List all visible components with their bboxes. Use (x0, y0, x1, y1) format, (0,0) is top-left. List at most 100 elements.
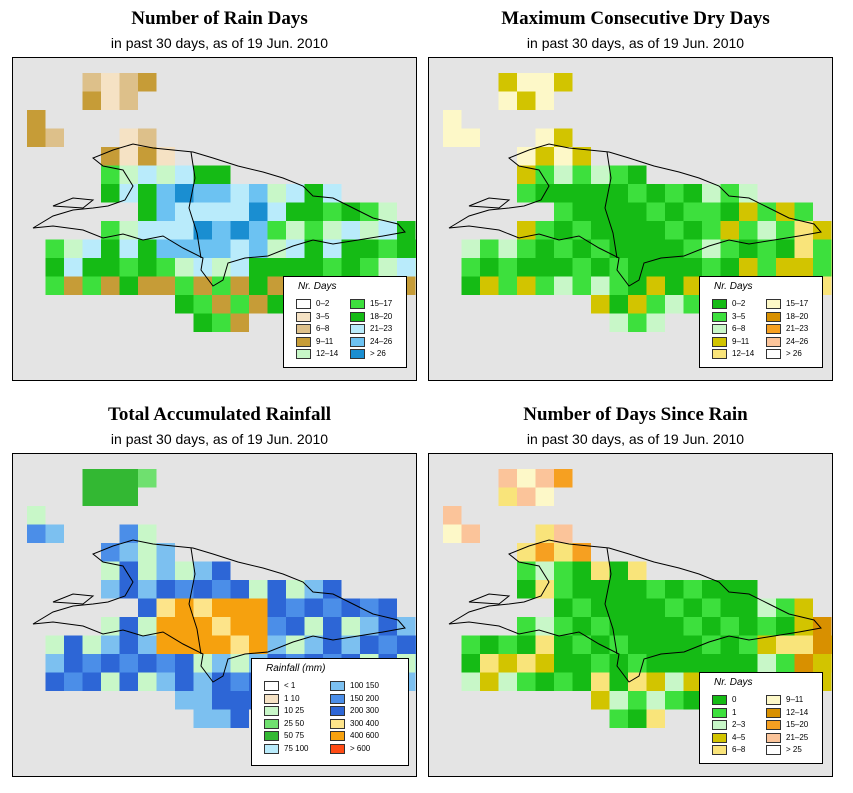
grid-cell (230, 617, 249, 636)
border-line (604, 151, 618, 259)
legend-label: 9–11 (732, 336, 750, 346)
grid-cell (757, 258, 776, 277)
grid-cell (572, 239, 591, 258)
grid-cell (554, 258, 573, 277)
legend-label: 21–23 (370, 324, 393, 333)
grid-cell (101, 487, 120, 506)
grid-cell (757, 635, 776, 654)
legend-swatch (712, 349, 727, 359)
grid-cell (119, 276, 138, 295)
grid-cell (212, 617, 231, 636)
legend-label: 24–26 (370, 336, 393, 346)
grid-cell (378, 221, 397, 240)
grid-cell (249, 295, 268, 314)
grid-cell (323, 239, 342, 258)
grid-cell (535, 239, 554, 258)
grid-cell (628, 165, 647, 184)
grid-cell (249, 617, 268, 636)
grid-cell (212, 691, 231, 710)
grid-cell (628, 691, 647, 710)
grid-cell (267, 184, 286, 203)
grid-cell (230, 313, 249, 332)
panel-subtitle: in past 30 days, as of 19 Jun. 2010 (526, 35, 745, 51)
grid-cell (397, 258, 416, 277)
grid-cell (517, 221, 536, 240)
legend-swatch (766, 299, 781, 309)
grid-cell (45, 239, 64, 258)
grid-cell (665, 239, 684, 258)
grid-cell (156, 147, 175, 166)
grid-cell (517, 635, 536, 654)
grid-cell (323, 580, 342, 599)
grid-cell (739, 239, 758, 258)
grid-cell (535, 91, 554, 110)
grid-cell (646, 258, 665, 277)
grid-cell (45, 654, 64, 673)
grid-cell (535, 654, 554, 673)
grid-cell (776, 239, 795, 258)
grid-cell (628, 635, 647, 654)
grid-cell (249, 635, 268, 654)
grid-cell (572, 147, 591, 166)
legend-label: 3–5 (732, 311, 746, 321)
legend-label: 2–3 (732, 720, 746, 729)
legend-label: > 26 (786, 349, 802, 358)
grid-cell (702, 598, 721, 617)
grid-cell (554, 239, 573, 258)
grid-cell (591, 295, 610, 314)
grid-cell (397, 617, 416, 636)
grid-cell (498, 487, 517, 506)
grid-cell (498, 73, 517, 92)
grid-cell (101, 469, 120, 488)
grid-cell (591, 561, 610, 580)
grid-cell (591, 617, 610, 636)
grid-cell (156, 672, 175, 691)
grid-cell (341, 598, 360, 617)
grid-cell (720, 598, 739, 617)
grid-cell (646, 635, 665, 654)
legend-swatch (766, 720, 781, 730)
legend-label: 24–26 (786, 336, 809, 346)
grid-cell (683, 202, 702, 221)
grid-cell (119, 487, 138, 506)
border-line (604, 547, 618, 655)
coastline (32, 143, 406, 287)
panel-subtitle: in past 30 days, as of 19 Jun. 2010 (110, 431, 329, 447)
grid-cell (119, 147, 138, 166)
grid-cell (628, 709, 647, 728)
grid-cell (554, 580, 573, 599)
grid-cell (175, 561, 194, 580)
grid-cell (101, 73, 120, 92)
grid-cell (739, 580, 758, 599)
grid-cell (517, 654, 536, 673)
legend-swatch (766, 707, 781, 718)
grid-cell (591, 276, 610, 295)
grid-cell (138, 165, 157, 184)
grid-cell (286, 617, 305, 636)
grid-cell (517, 239, 536, 258)
legend-swatch (712, 720, 727, 730)
grid-cell (415, 654, 416, 673)
grid-cell (554, 128, 573, 147)
grid-cell (249, 258, 268, 277)
grid-cell (323, 635, 342, 654)
grid-cell (609, 258, 628, 277)
grid-cell (776, 654, 795, 673)
panel-dry-days: Maximum Consecutive Dry Days in past 30 … (428, 0, 843, 385)
grid-cell (156, 239, 175, 258)
legend-title: Rainfall (mm) (266, 663, 326, 674)
legend-swatch (296, 324, 311, 334)
grid-cell (554, 469, 573, 488)
grid-cell (212, 672, 231, 691)
grid-cell (628, 221, 647, 240)
grid-cell (554, 524, 573, 543)
grid-cell (813, 239, 832, 258)
grid-cell (378, 617, 397, 636)
legend-swatch (766, 732, 781, 743)
grid-cell (554, 73, 573, 92)
grid-cell (794, 202, 813, 221)
panel-title: Number of Days Since Rain (523, 404, 748, 425)
grid-cell (82, 73, 101, 92)
grid-cell (757, 617, 776, 636)
grid-cell (212, 635, 231, 654)
